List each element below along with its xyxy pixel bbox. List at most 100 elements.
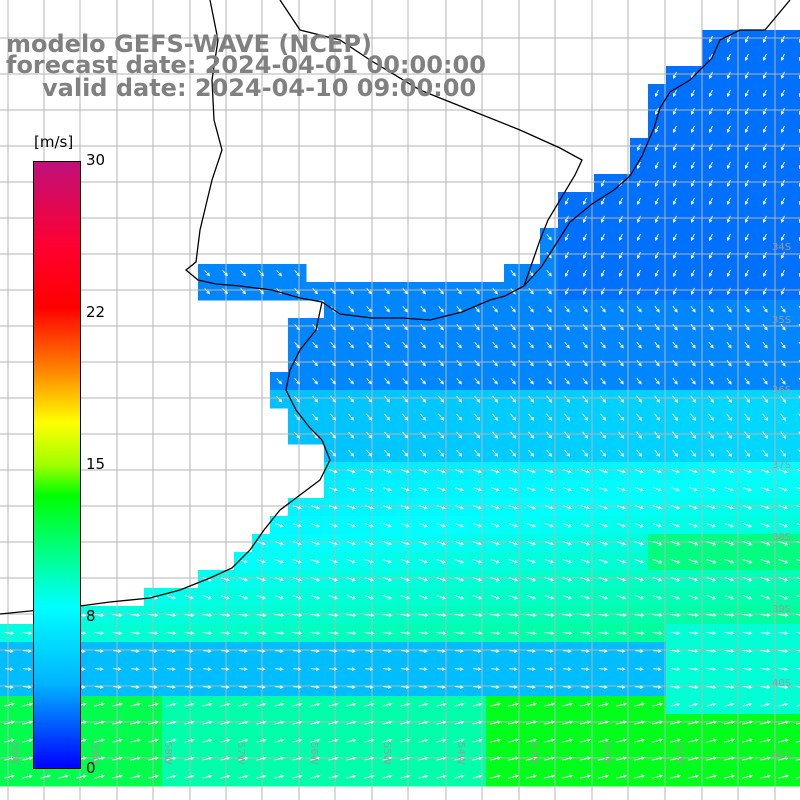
wind-arrow [690, 233, 695, 241]
wind-arrow [599, 667, 608, 671]
wind-arrow [256, 595, 267, 600]
wind-arrow [744, 449, 750, 458]
wind-arrow [364, 559, 375, 564]
wind-arrow [798, 431, 800, 435]
wind-arrow [580, 576, 591, 582]
wind-arrow [742, 540, 753, 546]
wind-arrow [526, 577, 537, 582]
wind-arrow [258, 270, 264, 277]
wind-arrow [507, 756, 520, 761]
wind-arrow [744, 233, 749, 241]
wind-arrow [312, 395, 319, 403]
wind-arrow [347, 649, 356, 653]
wind-arrow [436, 559, 447, 564]
wind-arrow [690, 125, 695, 133]
wind-arrow [420, 342, 426, 349]
wind-arrow [436, 523, 447, 528]
wind-arrow [238, 720, 249, 725]
wind-arrow [528, 449, 535, 457]
wind-arrow [654, 269, 659, 277]
wind-arrow [113, 667, 122, 671]
wind-arrow [528, 431, 535, 439]
wind-arrow [366, 449, 373, 457]
wind-arrow [240, 288, 246, 295]
wind-arrow [600, 269, 605, 277]
wind-arrow [222, 270, 229, 277]
wind-arrow [220, 595, 231, 600]
wind-arrow [759, 720, 772, 725]
wind-arrow [600, 323, 606, 331]
wind-arrow [618, 449, 624, 457]
wind-arrow [672, 305, 678, 313]
wind-arrow [669, 774, 682, 779]
wind-arrow [616, 469, 626, 474]
wind-arrow [762, 233, 767, 241]
wind-arrow [490, 469, 500, 474]
longitude-label: 56W [308, 742, 319, 765]
wind-arrow [436, 702, 447, 707]
wind-arrow [780, 125, 785, 133]
wind-arrow [384, 413, 391, 421]
wind-arrow [796, 614, 800, 616]
wind-arrow [436, 756, 447, 761]
wind-arrow [490, 631, 501, 636]
wind-arrow [543, 774, 556, 779]
wind-arrow [636, 197, 641, 205]
wind-arrow [777, 774, 790, 779]
wind-cell [792, 228, 800, 247]
wind-arrow [760, 487, 771, 492]
wind-arrow [724, 667, 735, 672]
wind-arrow [185, 649, 194, 653]
wind-arrow [706, 667, 717, 672]
wind-arrow [436, 631, 447, 636]
wind-arrow [239, 649, 248, 653]
wind-arrow [618, 287, 623, 295]
wind-arrow [348, 449, 355, 457]
wind-arrow [726, 125, 731, 133]
wind-arrow [167, 667, 176, 671]
wind-arrow [672, 233, 677, 241]
wind-arrow [744, 35, 749, 43]
wind-arrow [221, 667, 230, 671]
wind-arrow [760, 594, 771, 600]
wind-arrow [564, 341, 570, 349]
wind-arrow [723, 774, 736, 779]
wind-arrow [544, 523, 555, 528]
wind-arrow [564, 269, 569, 277]
wind-arrow [636, 305, 642, 313]
wind-arrow [543, 756, 556, 761]
wind-cell [792, 210, 800, 229]
wind-arrow [436, 594, 447, 600]
wind-arrow [274, 720, 285, 725]
wind-arrow [113, 685, 122, 689]
wind-arrow [510, 449, 517, 457]
wind-arrow [796, 540, 800, 544]
wind-arrow [346, 487, 356, 492]
wind-arrow [615, 702, 628, 707]
wind-arrow [346, 756, 357, 761]
wind-arrow [492, 287, 498, 295]
wind-arrow [384, 431, 391, 439]
wind-arrow [400, 613, 411, 618]
wind-arrow [760, 505, 771, 510]
wind-arrow [420, 413, 427, 421]
wind-arrow [636, 251, 641, 259]
wind-arrow [220, 720, 231, 725]
longitude-labels: 60W 59W 58W 57W 56W 55W 54W 53W 52W 51W [9, 742, 685, 765]
wind-arrow [384, 360, 390, 367]
wind-cell [792, 408, 800, 427]
wind-arrow [420, 395, 427, 403]
wind-arrow [580, 469, 590, 474]
wind-arrow [616, 594, 627, 600]
wind-arrow [274, 631, 285, 636]
latitude-label: 34S [772, 242, 791, 253]
wind-cell [792, 156, 800, 175]
wind-arrow [546, 377, 552, 385]
wind-arrow [653, 649, 662, 653]
wind-arrow [166, 774, 177, 779]
wind-arrow [744, 395, 750, 404]
wind-arrow [600, 377, 606, 385]
wind-arrow [328, 613, 339, 618]
wind-arrow [708, 449, 714, 457]
wind-arrow [634, 631, 645, 636]
